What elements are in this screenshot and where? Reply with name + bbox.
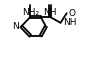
Text: NH₂: NH₂ <box>22 8 39 17</box>
Text: NH: NH <box>63 18 77 27</box>
Text: NH: NH <box>43 8 57 17</box>
Text: N: N <box>12 22 19 31</box>
Text: O: O <box>69 9 76 18</box>
